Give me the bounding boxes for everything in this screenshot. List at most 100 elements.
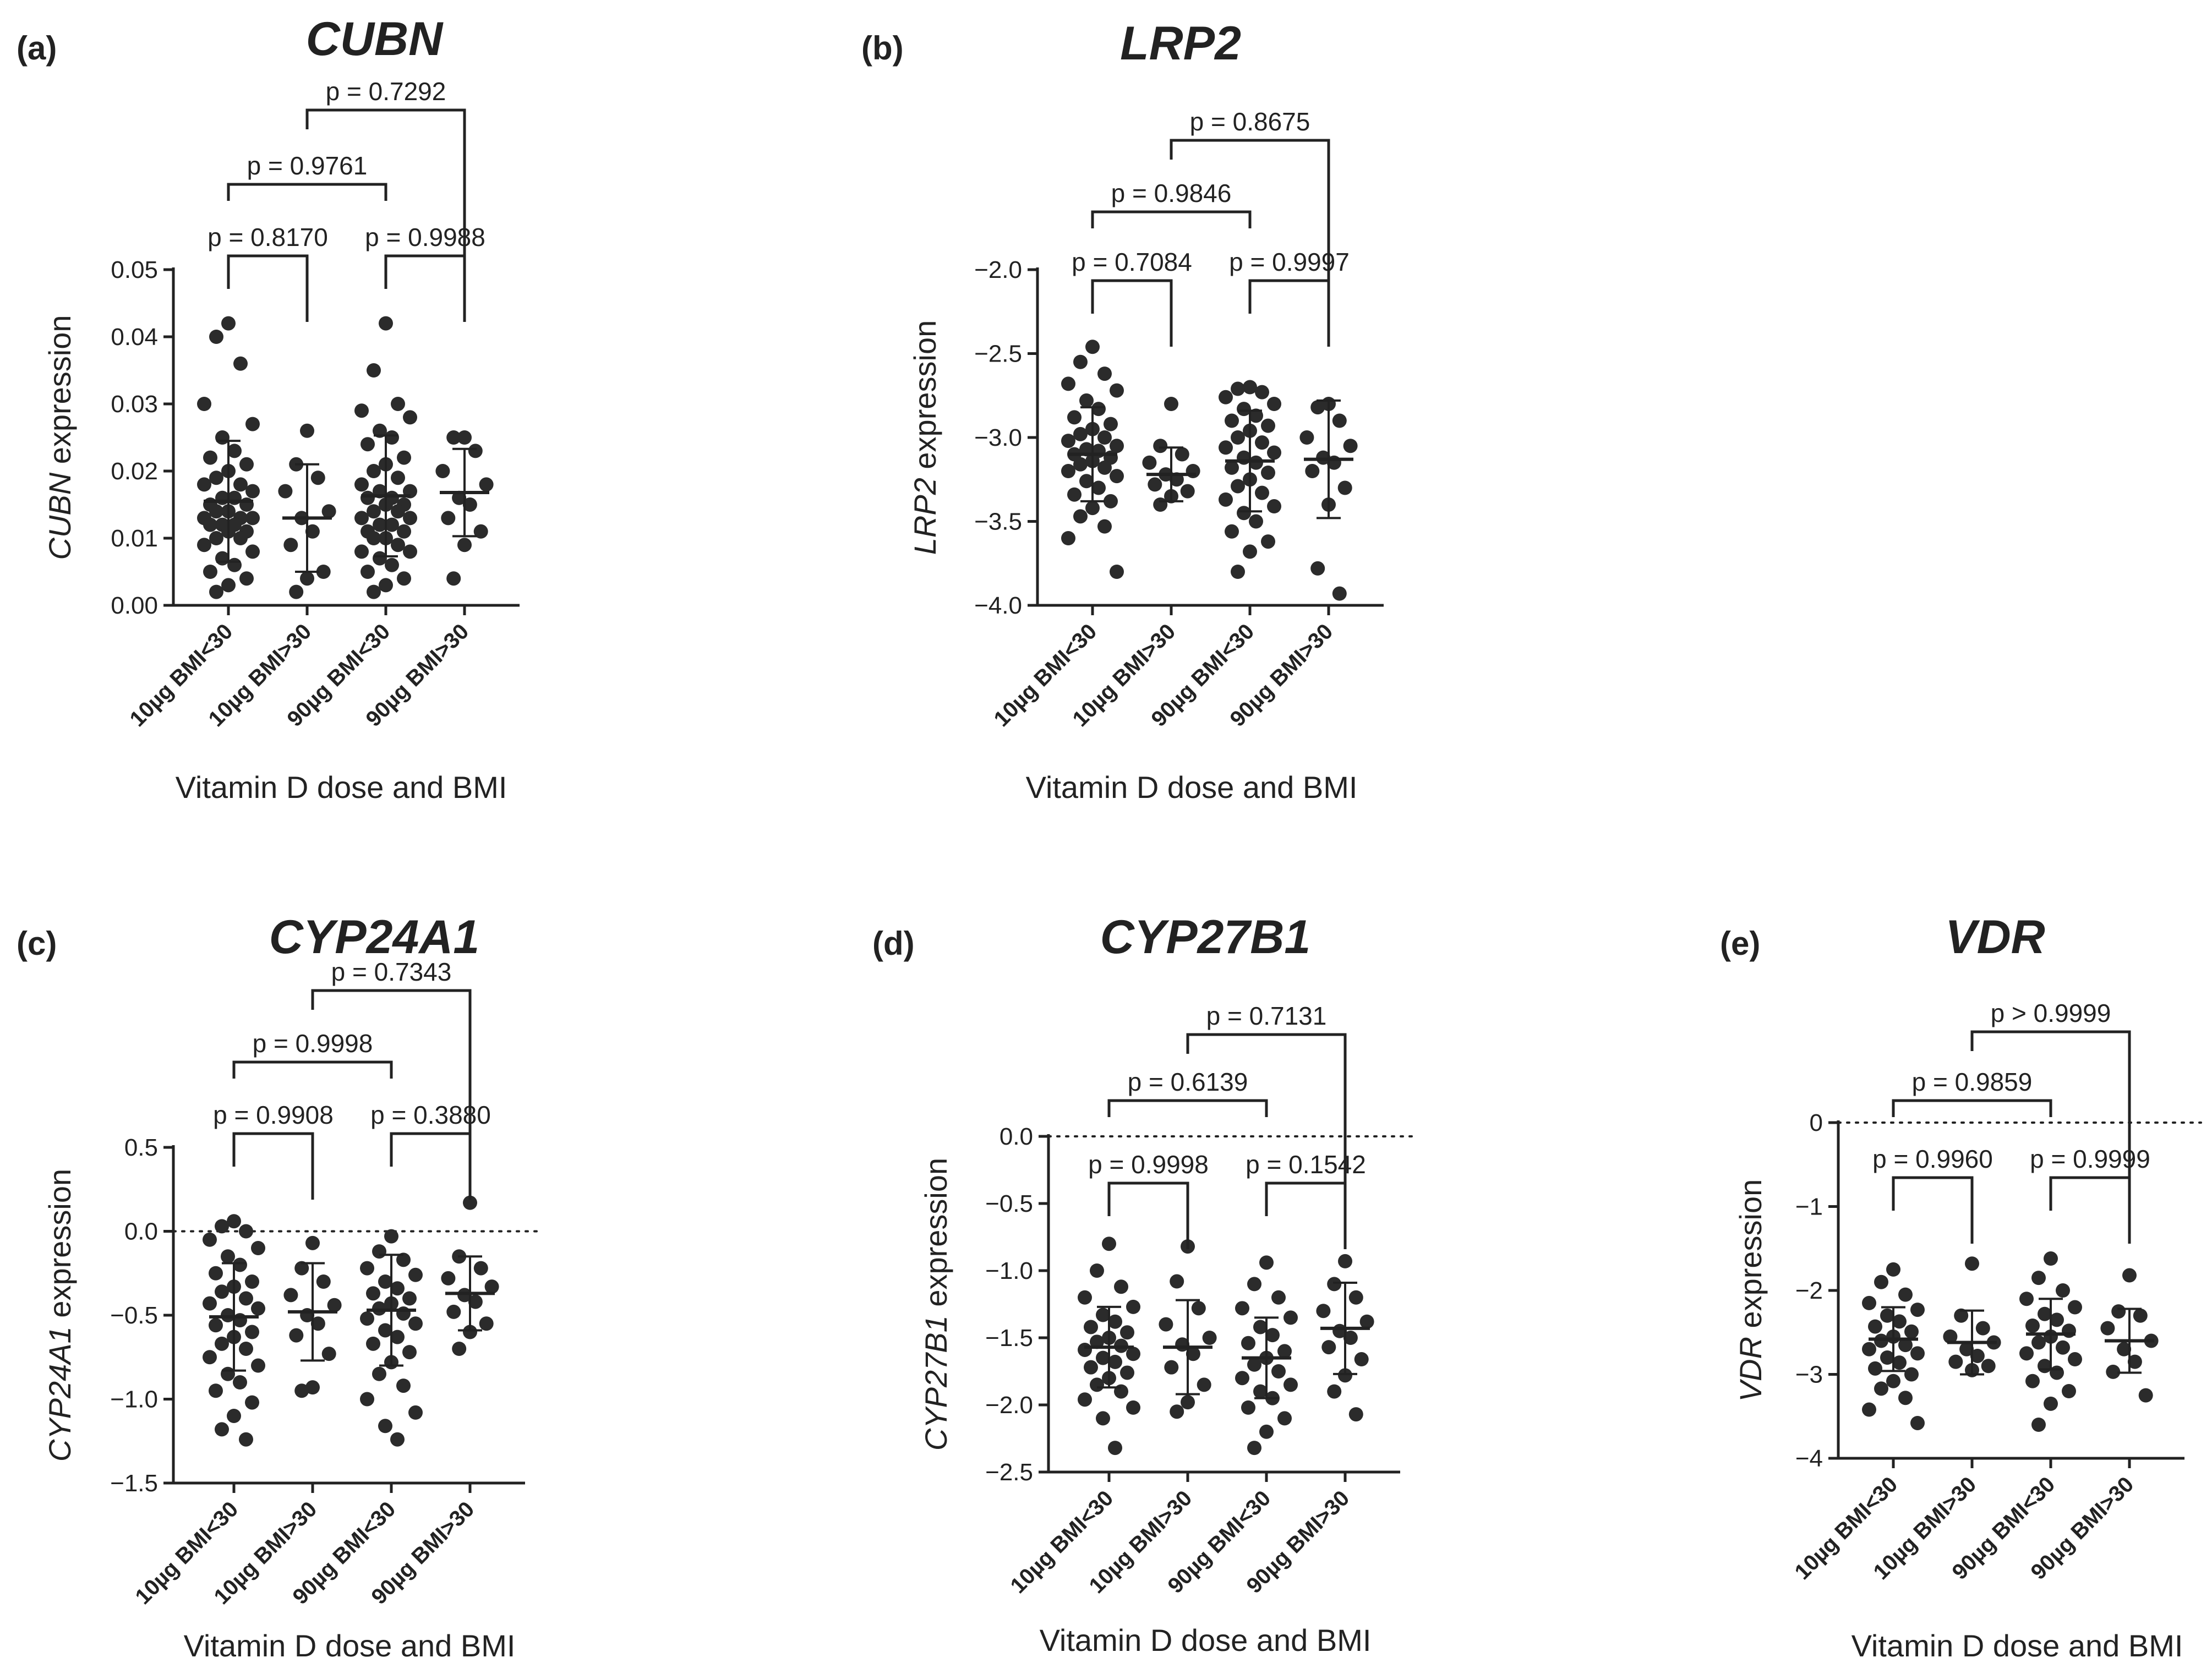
y-tick-label: −4 <box>1795 1445 1823 1472</box>
data-point <box>283 1288 298 1303</box>
comparison-bracket <box>1892 1099 2052 1117</box>
data-point <box>1180 484 1195 499</box>
data-point <box>457 538 472 552</box>
data-point <box>197 397 211 411</box>
comparison-bracket <box>227 183 387 201</box>
data-point <box>1181 1395 1195 1410</box>
data-point <box>1253 1384 1268 1399</box>
comparison-bracket <box>1186 1033 1347 1227</box>
data-point <box>1078 1290 1092 1305</box>
data-point <box>1096 1350 1110 1365</box>
y-tick-label: −2.0 <box>974 256 1022 283</box>
data-point <box>2111 1304 2126 1319</box>
data-point <box>1898 1287 1913 1302</box>
data-point <box>283 538 298 552</box>
data-point <box>1202 1331 1217 1345</box>
y-axis-label-rest: expression <box>42 1169 77 1326</box>
comparison-bracket <box>1892 1176 1974 1244</box>
data-point <box>408 1267 423 1282</box>
panel-letter: (d) <box>872 925 915 962</box>
comparison-bracket <box>1107 1099 1268 1117</box>
data-point <box>209 504 223 519</box>
data-point <box>1267 445 1281 460</box>
data-point <box>391 397 405 411</box>
data-point <box>1277 1411 1292 1426</box>
data-point <box>1874 1274 1888 1289</box>
data-point <box>1110 439 1124 453</box>
data-point <box>372 1244 386 1259</box>
data-point <box>316 565 331 579</box>
data-point <box>385 430 399 445</box>
data-point <box>209 1318 223 1333</box>
data-point <box>1880 1308 1894 1323</box>
data-point <box>245 417 260 431</box>
data-point <box>1305 464 1320 478</box>
p-value-label: p = 0.3880 <box>370 1101 491 1129</box>
data-point <box>251 1301 265 1316</box>
data-point <box>1084 1320 1098 1334</box>
data-point <box>2106 1364 2121 1379</box>
data-point <box>1959 1342 1974 1356</box>
data-point <box>385 517 399 532</box>
y-tick-label: −1.0 <box>110 1386 158 1413</box>
data-point <box>484 1279 499 1294</box>
data-point <box>457 1288 472 1303</box>
data-point <box>1247 1441 1261 1456</box>
data-point <box>463 1325 477 1339</box>
data-point <box>1231 430 1245 445</box>
data-point <box>2068 1300 2082 1315</box>
data-point <box>1061 464 1075 478</box>
y-axis-label-rest: expression <box>919 1158 953 1315</box>
y-tick-label: 0.02 <box>111 458 158 485</box>
y-tick-label: 0.04 <box>111 324 158 351</box>
data-point <box>2062 1384 2076 1398</box>
y-tick-label: −2.5 <box>985 1459 1033 1486</box>
comparison-bracket <box>384 254 466 322</box>
data-point <box>1110 383 1124 398</box>
data-point <box>403 410 417 425</box>
data-point <box>1316 450 1331 465</box>
data-point <box>1225 524 1239 539</box>
data-point <box>233 1257 247 1272</box>
data-point <box>2133 1308 2148 1323</box>
data-point <box>239 457 254 472</box>
y-tick-label: 0.0 <box>1000 1123 1033 1150</box>
data-point <box>379 578 393 593</box>
y-tick-label: 0.05 <box>111 256 158 283</box>
x-axis-label: Vitamin D dose and BMI <box>176 770 507 805</box>
y-axis-label-gene: CYP27B1 <box>919 1315 953 1451</box>
data-point <box>446 430 461 445</box>
data-point <box>239 1291 253 1306</box>
x-axis-label: Vitamin D dose and BMI <box>1026 770 1358 805</box>
data-point <box>1085 501 1100 516</box>
data-point <box>446 571 461 586</box>
data-point <box>1321 1340 1336 1355</box>
data-point <box>391 538 405 552</box>
y-axis-label: CYP27B1 expression <box>919 1158 953 1451</box>
data-point <box>1348 1290 1363 1305</box>
data-point <box>233 1375 247 1389</box>
data-point <box>1338 1368 1352 1383</box>
data-point <box>408 1405 423 1420</box>
y-tick-label: 0.01 <box>111 525 158 552</box>
data-point <box>1898 1338 1913 1353</box>
data-point <box>1237 402 1251 417</box>
data-point <box>239 1224 253 1239</box>
data-point <box>327 1298 342 1312</box>
data-point <box>367 531 381 545</box>
p-value-label: p > 0.9999 <box>1991 999 2111 1027</box>
y-tick-label: 0.03 <box>111 391 158 418</box>
data-point <box>1316 1304 1331 1319</box>
panel-title: LRP2 <box>1120 17 1241 70</box>
y-tick-label: −4.0 <box>974 592 1022 619</box>
data-point <box>1259 1255 1274 1270</box>
y-tick-label: 0.0 <box>124 1218 158 1245</box>
panel-title: VDR <box>1945 911 2045 964</box>
y-tick-label: −0.5 <box>985 1190 1033 1217</box>
data-point <box>305 1235 320 1250</box>
data-point <box>1332 413 1347 428</box>
data-point <box>366 1336 380 1351</box>
data-point <box>1337 480 1352 495</box>
